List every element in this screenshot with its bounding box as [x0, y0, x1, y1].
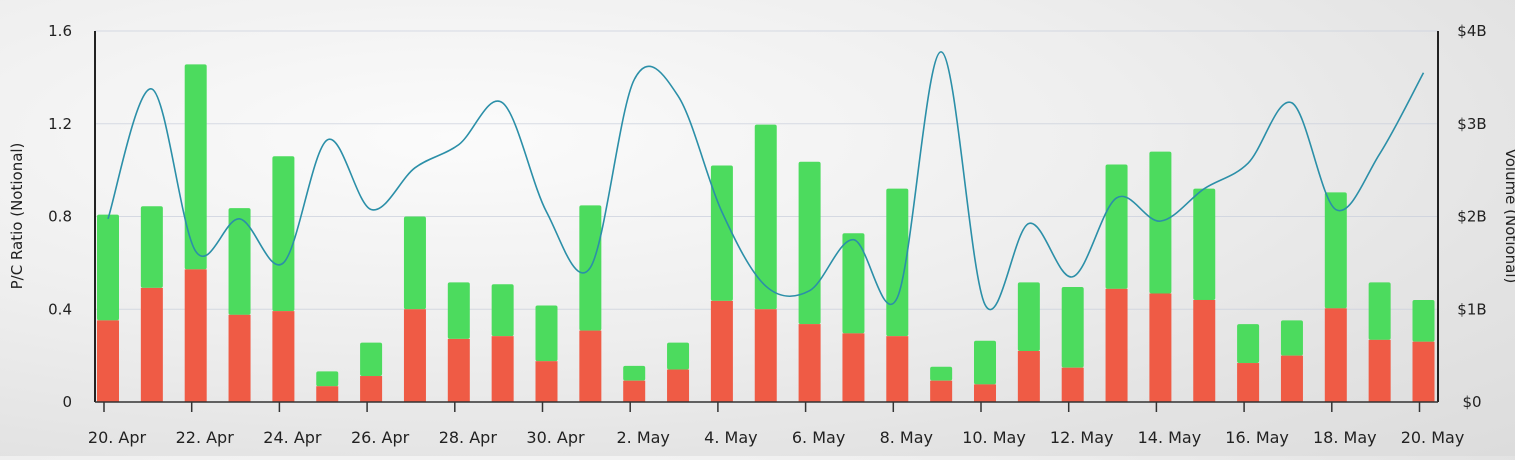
bar-put-volume [1062, 368, 1084, 402]
bar-put-volume [448, 339, 470, 402]
x-tick-label: 28. Apr [439, 428, 498, 447]
bar-put-volume [492, 336, 514, 402]
bar-call-volume [1369, 282, 1391, 340]
bar-put-volume [536, 361, 558, 402]
bar-put-volume [1281, 356, 1303, 402]
x-tick-label: 24. Apr [263, 428, 322, 447]
bar-call-volume [1237, 324, 1259, 363]
x-tick-label: 30. Apr [526, 428, 585, 447]
bar-call-volume [711, 165, 733, 300]
bar-put-volume [579, 331, 601, 402]
bar-put-volume [1018, 351, 1040, 402]
bar-put-volume [799, 324, 821, 402]
bar-put-volume [886, 336, 908, 402]
y-tick-label: 0 [62, 393, 72, 411]
bar-put-volume [974, 384, 996, 402]
bar-put-volume [930, 381, 952, 402]
x-tick-label: 4. May [704, 428, 757, 447]
bar-put-volume [360, 376, 382, 402]
bar-call-volume [1149, 152, 1171, 294]
bar-put-volume [1369, 340, 1391, 402]
bar-call-volume [1018, 282, 1040, 351]
bar-put-volume [229, 315, 251, 402]
x-tick-label: 26. Apr [351, 428, 410, 447]
y2-tick-label: $2B [1457, 208, 1486, 226]
bar-call-volume [316, 371, 338, 386]
bar-put-volume [185, 269, 207, 402]
x-tick-label: 8. May [880, 428, 933, 447]
x-tick-label: 10. May [962, 428, 1026, 447]
y2-tick-label: $1B [1457, 300, 1486, 318]
bar-call-volume [97, 215, 119, 321]
bar-put-volume [97, 320, 119, 402]
bar-call-volume [930, 367, 952, 381]
y2-tick-label: $4B [1457, 22, 1486, 40]
x-tick-label: 16. May [1225, 428, 1289, 447]
bar-put-volume [1237, 363, 1259, 402]
bar-put-volume [1149, 293, 1171, 402]
bar-layer [97, 64, 1435, 402]
bar-call-volume [360, 343, 382, 376]
y2-tick-label: $0 [1462, 393, 1481, 411]
x-tick-label: 18. May [1313, 428, 1377, 447]
y-tick-label: 1.2 [48, 115, 72, 133]
y-tick-label: 0.4 [48, 300, 72, 318]
bar-call-volume [974, 341, 996, 385]
x-tick-label: 20. May [1401, 428, 1465, 447]
bar-call-volume [185, 64, 207, 269]
y2-axis-title: Volume (Notional) [1502, 149, 1515, 284]
bar-call-volume [404, 217, 426, 310]
bar-put-volume [1325, 308, 1347, 402]
bar-put-volume [711, 301, 733, 402]
bar-put-volume [1193, 300, 1215, 402]
bar-put-volume [623, 381, 645, 402]
x-tick-label: 22. Apr [176, 428, 235, 447]
x-tick-label: 12. May [1050, 428, 1114, 447]
bar-call-volume [272, 156, 294, 311]
bar-call-volume [1062, 287, 1084, 368]
bar-call-volume [492, 284, 514, 336]
bar-call-volume [623, 366, 645, 381]
bar-call-volume [667, 343, 689, 370]
bar-call-volume [141, 206, 163, 288]
y-tick-label: 0.8 [48, 208, 72, 226]
y-tick-label: 1.6 [48, 22, 72, 40]
y2-tick-label: $3B [1457, 115, 1486, 133]
bar-call-volume [1413, 300, 1435, 342]
x-tick-label: 20. Apr [88, 428, 147, 447]
bar-put-volume [667, 370, 689, 402]
y-axis-title: P/C Ratio (Notional) [8, 143, 26, 290]
x-tick-label: 14. May [1138, 428, 1202, 447]
bar-put-volume [272, 311, 294, 402]
bar-put-volume [404, 309, 426, 402]
bar-put-volume [755, 309, 777, 402]
bar-call-volume [1193, 189, 1215, 300]
bar-call-volume [755, 125, 777, 310]
bar-call-volume [1106, 165, 1128, 289]
bar-put-volume [1106, 289, 1128, 402]
bar-call-volume [1281, 320, 1303, 355]
bar-call-volume [448, 282, 470, 339]
bar-put-volume [316, 386, 338, 402]
x-tick-label: 2. May [616, 428, 669, 447]
bar-call-volume [799, 162, 821, 324]
x-tick-label: 6. May [792, 428, 845, 447]
bar-put-volume [1413, 342, 1435, 402]
bar-call-volume [536, 306, 558, 362]
bar-put-volume [842, 333, 864, 402]
bar-put-volume [141, 288, 163, 402]
